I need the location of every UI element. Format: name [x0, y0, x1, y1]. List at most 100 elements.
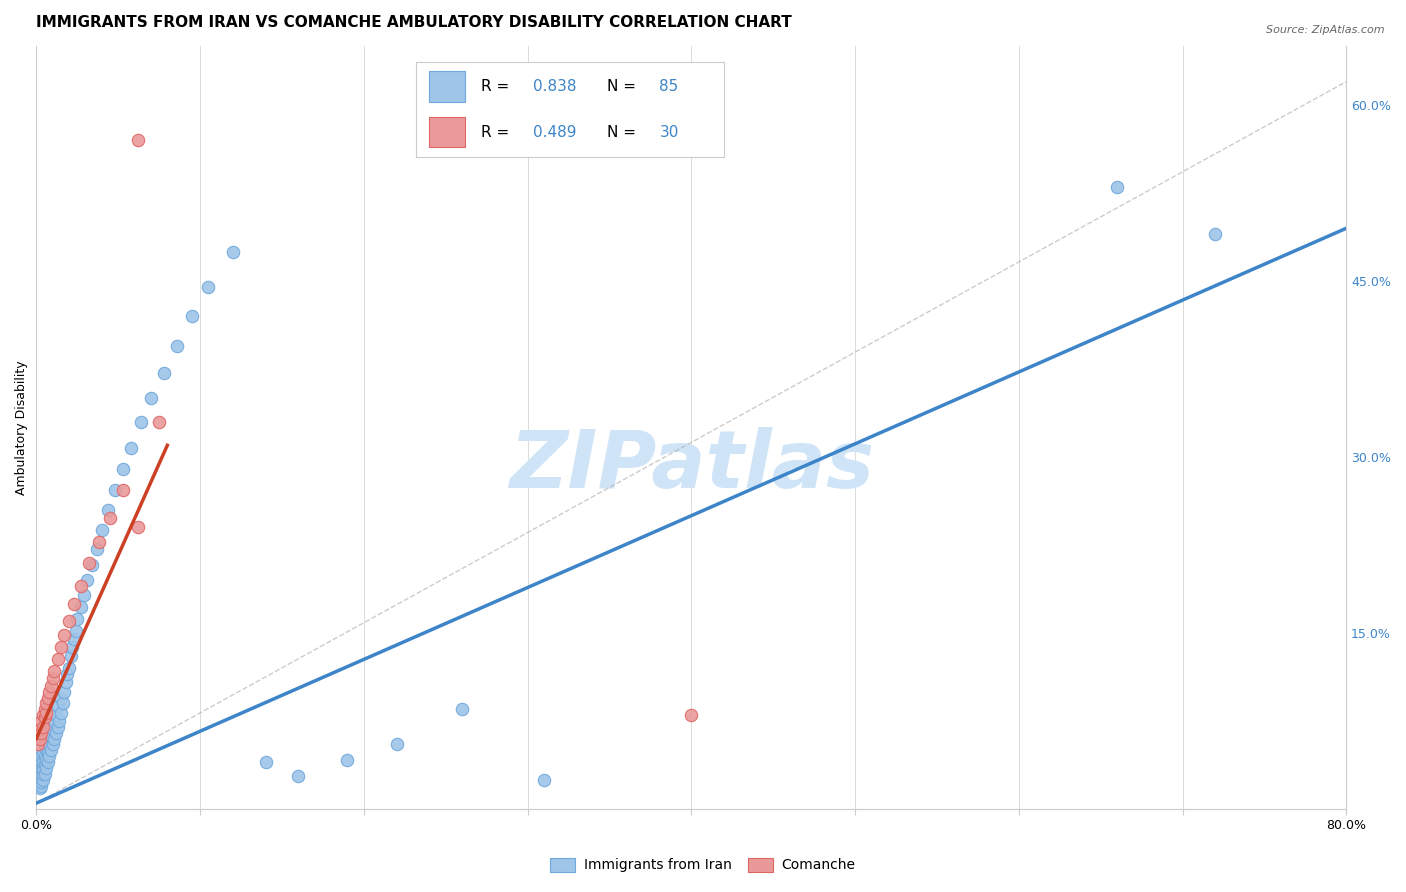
Point [46, 698, 69, 713]
Point [34, 749, 56, 764]
Point [49, 640, 72, 654]
Point [120, 441, 142, 455]
Point [41, 671, 63, 685]
Point [38, 684, 60, 698]
Point [31, 772, 53, 787]
Point [30, 749, 52, 764]
Point [385, 738, 408, 752]
Point [681, 708, 703, 723]
Point [55, 675, 77, 690]
Point [139, 392, 162, 406]
Point [49, 706, 72, 720]
Point [44, 664, 66, 678]
Point [63, 632, 86, 646]
Point [166, 338, 188, 352]
Point [34, 702, 56, 716]
Point [35, 761, 58, 775]
Point [80, 558, 103, 572]
Point [28, 731, 51, 746]
Point [44, 731, 66, 746]
Point [69, 579, 91, 593]
Point [65, 624, 87, 638]
Point [35, 706, 58, 720]
Point [1105, 180, 1128, 194]
Point [31, 755, 53, 769]
Point [31, 766, 53, 780]
Point [533, 772, 555, 787]
Point [30, 714, 52, 728]
Point [30, 766, 52, 780]
Point [31, 720, 53, 734]
Point [27, 769, 49, 783]
Point [112, 483, 135, 497]
Point [87, 534, 110, 549]
Point [69, 600, 91, 615]
Point [28, 723, 51, 737]
Point [45, 708, 67, 723]
Point [45, 725, 67, 739]
Point [34, 738, 56, 752]
Point [28, 780, 51, 795]
Point [30, 779, 52, 793]
Point [451, 702, 474, 716]
Point [287, 769, 309, 783]
Point [63, 597, 86, 611]
Point [27, 738, 49, 752]
Point [28, 769, 51, 783]
Point [148, 415, 170, 429]
Point [53, 628, 76, 642]
Point [34, 757, 56, 772]
Point [336, 753, 359, 767]
Point [60, 640, 83, 654]
Legend: Immigrants from Iran, Comanche: Immigrants from Iran, Comanche [546, 852, 860, 878]
Point [49, 690, 72, 705]
Point [97, 503, 120, 517]
Point [39, 743, 62, 757]
Point [197, 280, 219, 294]
Point [104, 483, 127, 497]
Point [51, 697, 73, 711]
Text: ZIPatlas: ZIPatlas [509, 427, 873, 505]
Point [59, 649, 82, 664]
Point [38, 738, 60, 752]
Point [73, 589, 96, 603]
Point [30, 772, 52, 786]
Point [153, 366, 176, 380]
Point [37, 755, 59, 769]
Point [28, 757, 51, 772]
Point [254, 755, 277, 769]
Point [112, 462, 135, 476]
Point [35, 753, 58, 767]
Point [180, 310, 202, 324]
Point [127, 133, 149, 147]
Point [37, 690, 59, 705]
Point [66, 612, 89, 626]
Point [53, 684, 76, 698]
Point [28, 764, 51, 779]
Point [27, 772, 49, 787]
Point [35, 743, 58, 757]
Point [56, 667, 79, 681]
Point [35, 731, 58, 746]
Point [39, 729, 62, 743]
Point [31, 708, 53, 723]
Point [222, 244, 245, 259]
Point [86, 541, 108, 556]
Text: Source: ZipAtlas.com: Source: ZipAtlas.com [1267, 25, 1385, 35]
Point [38, 749, 60, 764]
Point [30, 761, 52, 775]
Y-axis label: Ambulatory Disability: Ambulatory Disability [15, 360, 28, 495]
Point [28, 772, 51, 787]
Point [27, 779, 49, 793]
Point [37, 734, 59, 748]
Point [76, 573, 98, 587]
Point [27, 776, 49, 790]
Point [30, 725, 52, 739]
Point [58, 661, 80, 675]
Text: IMMIGRANTS FROM IRAN VS COMANCHE AMBULATORY DISABILITY CORRELATION CHART: IMMIGRANTS FROM IRAN VS COMANCHE AMBULAT… [37, 15, 792, 30]
Point [58, 615, 80, 629]
Point [30, 775, 52, 789]
Point [30, 755, 52, 769]
Point [35, 697, 58, 711]
Point [46, 652, 69, 666]
